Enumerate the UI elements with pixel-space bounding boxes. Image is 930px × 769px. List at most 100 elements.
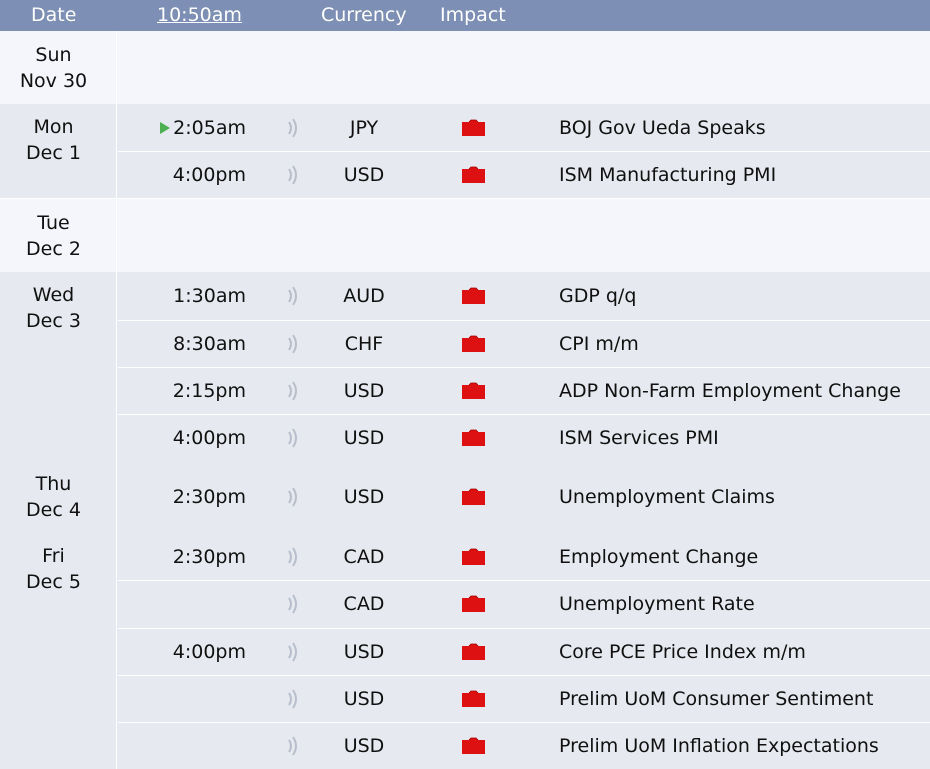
event-time bbox=[156, 676, 246, 722]
speaker-waves-icon[interactable] bbox=[286, 736, 300, 756]
day-cell: Mon Dec 1 bbox=[0, 104, 117, 199]
event-title[interactable]: BOJ Gov Ueda Speaks bbox=[559, 116, 766, 139]
event-currency: USD bbox=[343, 735, 385, 758]
event-row[interactable]: CAD Unemployment Rate bbox=[118, 580, 930, 627]
event-impact[interactable] bbox=[458, 676, 488, 722]
speaker-waves-icon[interactable] bbox=[286, 487, 300, 507]
event-row[interactable]: 8:30am CHF CPI m/m bbox=[118, 319, 930, 367]
speaker-waves-icon[interactable] bbox=[286, 286, 300, 306]
day-name: Thu bbox=[35, 473, 72, 496]
event-time-text: 4:00pm bbox=[172, 427, 246, 450]
event-row[interactable]: USD Prelim UoM Inflation Expectations bbox=[118, 721, 930, 769]
event-time: 4:00pm bbox=[156, 629, 246, 675]
event-title[interactable]: Unemployment Claims bbox=[559, 486, 775, 509]
event-row[interactable]: 2:05am JPY BOJ Gov Ueda Speaks bbox=[118, 104, 930, 151]
day-date: Dec 4 bbox=[26, 499, 81, 522]
day-date: Dec 5 bbox=[26, 571, 81, 594]
event-currency: USD bbox=[343, 486, 385, 509]
event-title[interactable]: Prelim UoM Inflation Expectations bbox=[559, 735, 879, 758]
day-name: Mon bbox=[33, 116, 74, 138]
event-time bbox=[156, 581, 246, 627]
event-impact[interactable] bbox=[458, 533, 488, 580]
event-row[interactable]: 2:30pm USD Unemployment Claims bbox=[118, 461, 930, 533]
event-impact[interactable] bbox=[458, 368, 488, 414]
event-currency: USD bbox=[343, 164, 385, 187]
day-cell: Tue Dec 2 bbox=[0, 199, 117, 273]
event-time-text: 2:05am bbox=[173, 116, 246, 139]
event-time: 2:15pm bbox=[156, 368, 246, 414]
event-impact[interactable] bbox=[458, 152, 488, 198]
event-impact[interactable] bbox=[458, 629, 488, 675]
event-currency: USD bbox=[343, 379, 385, 402]
event-currency: CHF bbox=[344, 332, 384, 355]
speaker-waves-icon[interactable] bbox=[286, 642, 300, 662]
event-sound[interactable] bbox=[283, 415, 303, 461]
event-currency: JPY bbox=[349, 116, 379, 139]
event-impact[interactable] bbox=[458, 272, 488, 319]
event-title[interactable]: ISM Services PMI bbox=[559, 427, 719, 450]
red-folder-icon bbox=[461, 382, 485, 399]
event-currency: USD bbox=[343, 427, 385, 450]
event-impact[interactable] bbox=[458, 104, 488, 151]
event-title[interactable]: Prelim UoM Consumer Sentiment bbox=[559, 687, 874, 710]
event-row[interactable]: 2:30pm CAD Employment Change bbox=[118, 533, 930, 580]
event-title[interactable]: CPI m/m bbox=[559, 332, 639, 355]
event-impact[interactable] bbox=[458, 461, 488, 533]
event-title[interactable]: Employment Change bbox=[559, 545, 759, 568]
event-row[interactable]: 4:00pm USD ISM Services PMI bbox=[118, 413, 930, 461]
day-group: Sun Nov 30 bbox=[0, 31, 930, 104]
header-current-time-link[interactable]: 10:50am bbox=[157, 4, 242, 26]
event-currency: USD bbox=[343, 640, 385, 663]
event-time-text: 2:30pm bbox=[172, 545, 246, 568]
event-impact[interactable] bbox=[458, 581, 488, 627]
speaker-waves-icon[interactable] bbox=[286, 428, 300, 448]
speaker-waves-icon[interactable] bbox=[286, 381, 300, 401]
event-title[interactable]: Unemployment Rate bbox=[559, 593, 755, 616]
event-time-text: 2:15pm bbox=[172, 379, 246, 402]
event-row[interactable]: USD Prelim UoM Consumer Sentiment bbox=[118, 674, 930, 722]
speaker-waves-icon[interactable] bbox=[286, 118, 300, 138]
event-sound[interactable] bbox=[283, 629, 303, 675]
event-sound[interactable] bbox=[283, 533, 303, 580]
event-sound[interactable] bbox=[283, 272, 303, 319]
event-title[interactable]: ADP Non-Farm Employment Change bbox=[559, 379, 901, 402]
day-name: Fri bbox=[42, 545, 65, 568]
day-name: Sun bbox=[35, 43, 72, 66]
day-name: Tue bbox=[37, 211, 70, 234]
event-sound[interactable] bbox=[283, 104, 303, 151]
event-sound[interactable] bbox=[283, 723, 303, 769]
event-title[interactable]: Core PCE Price Index m/m bbox=[559, 640, 806, 663]
speaker-waves-icon[interactable] bbox=[286, 594, 300, 615]
red-folder-icon bbox=[461, 596, 485, 613]
red-folder-icon bbox=[461, 548, 485, 565]
day-label: Fri Dec 5 bbox=[0, 543, 107, 595]
red-folder-icon bbox=[461, 690, 485, 707]
event-row[interactable]: 4:00pm USD ISM Manufacturing PMI bbox=[118, 151, 930, 198]
event-impact[interactable] bbox=[458, 321, 488, 367]
event-sound[interactable] bbox=[283, 461, 303, 533]
speaker-waves-icon[interactable] bbox=[286, 334, 300, 354]
event-impact[interactable] bbox=[458, 415, 488, 461]
day-cell: Sun Nov 30 bbox=[0, 31, 117, 104]
event-title[interactable]: ISM Manufacturing PMI bbox=[559, 164, 777, 187]
event-row[interactable]: 4:00pm USD Core PCE Price Index m/m bbox=[118, 627, 930, 675]
speaker-waves-icon[interactable] bbox=[286, 165, 300, 185]
event-row[interactable]: 1:30am AUD GDP q/q bbox=[118, 272, 930, 319]
event-time-text: 8:30am bbox=[173, 332, 246, 355]
event-currency: CAD bbox=[343, 593, 385, 616]
event-sound[interactable] bbox=[283, 581, 303, 627]
event-sound[interactable] bbox=[283, 676, 303, 722]
day-label: Mon Dec 1 bbox=[0, 114, 107, 166]
speaker-waves-icon[interactable] bbox=[286, 547, 300, 567]
event-row[interactable]: 2:15pm USD ADP Non-Farm Employment Change bbox=[118, 366, 930, 414]
calendar-table: Sun Nov 30 Mon Dec 1 2:05am JPY BOJ Gov Ueda S… bbox=[0, 31, 930, 769]
speaker-waves-icon[interactable] bbox=[286, 689, 300, 709]
event-title[interactable]: GDP q/q bbox=[559, 284, 637, 307]
event-impact[interactable] bbox=[458, 723, 488, 769]
header-currency: Currency bbox=[321, 4, 407, 26]
event-time: 4:00pm bbox=[156, 152, 246, 198]
event-sound[interactable] bbox=[283, 321, 303, 367]
event-sound[interactable] bbox=[283, 152, 303, 198]
event-sound[interactable] bbox=[283, 368, 303, 414]
event-time-text: 1:30am bbox=[173, 284, 246, 307]
